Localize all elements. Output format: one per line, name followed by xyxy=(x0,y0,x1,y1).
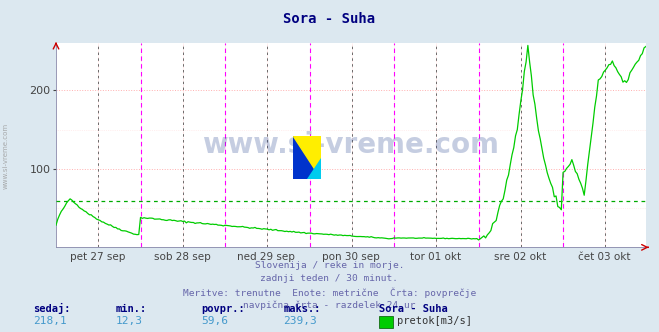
Polygon shape xyxy=(293,136,321,179)
Text: Meritve: trenutne  Enote: metrične  Črta: povprečje: Meritve: trenutne Enote: metrične Črta: … xyxy=(183,287,476,298)
Text: min.:: min.: xyxy=(115,304,146,314)
Text: 59,6: 59,6 xyxy=(201,316,228,326)
Text: 218,1: 218,1 xyxy=(33,316,67,326)
Text: sedaj:: sedaj: xyxy=(33,303,71,314)
Text: Sora - Suha: Sora - Suha xyxy=(379,304,447,314)
Polygon shape xyxy=(293,136,321,179)
Text: 239,3: 239,3 xyxy=(283,316,317,326)
Text: povpr.:: povpr.: xyxy=(201,304,244,314)
Text: zadnji teden / 30 minut.: zadnji teden / 30 minut. xyxy=(260,274,399,283)
Polygon shape xyxy=(307,158,321,179)
Text: Sora - Suha: Sora - Suha xyxy=(283,12,376,26)
Text: navpična črta - razdelek 24 ur: navpična črta - razdelek 24 ur xyxy=(243,300,416,310)
Text: 12,3: 12,3 xyxy=(115,316,142,326)
Text: www.si-vreme.com: www.si-vreme.com xyxy=(2,123,9,189)
Text: pretok[m3/s]: pretok[m3/s] xyxy=(397,316,473,326)
Text: www.si-vreme.com: www.si-vreme.com xyxy=(202,131,500,159)
Text: Slovenija / reke in morje.: Slovenija / reke in morje. xyxy=(255,261,404,270)
Text: maks.:: maks.: xyxy=(283,304,321,314)
